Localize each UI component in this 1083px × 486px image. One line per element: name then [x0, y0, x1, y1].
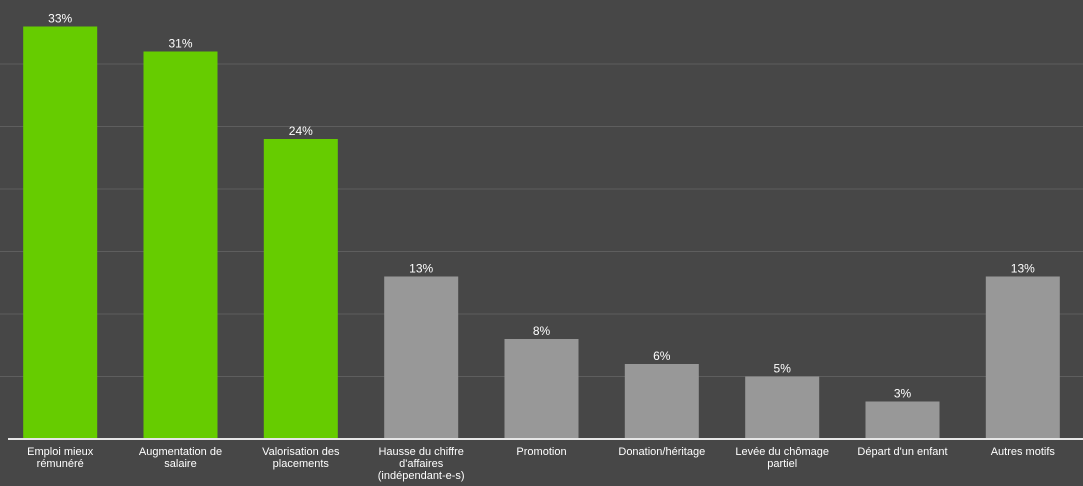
data-label: 8%: [533, 324, 551, 338]
category-label: Hausse du chiffre d'affaires (indépendant-…: [378, 446, 465, 482]
category-label-line: Levée du chômage: [735, 446, 829, 458]
category-label-line: Hausse du chiffre: [378, 446, 463, 458]
category-label-line: partiel: [767, 458, 797, 470]
category-label-line: rémunéré: [37, 458, 84, 470]
category-label: Promotion: [516, 446, 566, 458]
value-labels: 33% 31% 24% 13% 8% 6% 5% 3% 13%: [48, 12, 1035, 401]
category-label-line: Autres motifs: [991, 446, 1056, 458]
category-label: Valorisation des placements: [262, 446, 340, 470]
category-label-line: placements: [273, 458, 330, 470]
bar: [865, 401, 940, 439]
category-label: Levée du chômage partiel: [735, 446, 829, 470]
data-label: 13%: [409, 262, 433, 276]
category-label-line: salaire: [164, 458, 196, 470]
bar: [985, 276, 1060, 439]
category-label: Donation/héritage: [618, 446, 705, 458]
category-label-line: Départ d'un enfant: [857, 446, 947, 458]
data-label: 3%: [894, 387, 912, 401]
data-label: 24%: [289, 124, 313, 138]
bar: [143, 51, 218, 439]
category-label: Autres motifs: [991, 446, 1056, 458]
category-label-line: d'affaires: [399, 458, 444, 470]
category-label-line: Donation/héritage: [618, 446, 705, 458]
category-label-line: Augmentation de: [139, 446, 222, 458]
data-label: 6%: [653, 349, 671, 363]
category-label: Départ d'un enfant: [857, 446, 947, 458]
data-label: 31%: [168, 37, 192, 51]
data-label: 13%: [1011, 262, 1035, 276]
data-label: 5%: [774, 362, 792, 376]
bar: [384, 276, 459, 439]
category-label: Emploi mieux rémunéré: [27, 446, 94, 470]
category-label-line: (indépendant-e-s): [378, 470, 465, 482]
bar: [504, 339, 579, 439]
data-label: 33%: [48, 12, 72, 26]
bar: [745, 376, 820, 439]
category-label: Augmentation de salaire: [139, 446, 222, 470]
bar: [23, 26, 98, 439]
category-label-line: Valorisation des: [262, 446, 340, 458]
bar: [263, 139, 338, 439]
bars: [23, 26, 1060, 439]
category-labels: Emploi mieux rémunéré Augmentation de salai…: [27, 446, 1055, 482]
bar: [624, 364, 699, 439]
category-label-line: Promotion: [516, 446, 566, 458]
category-label-line: Emploi mieux: [27, 446, 94, 458]
